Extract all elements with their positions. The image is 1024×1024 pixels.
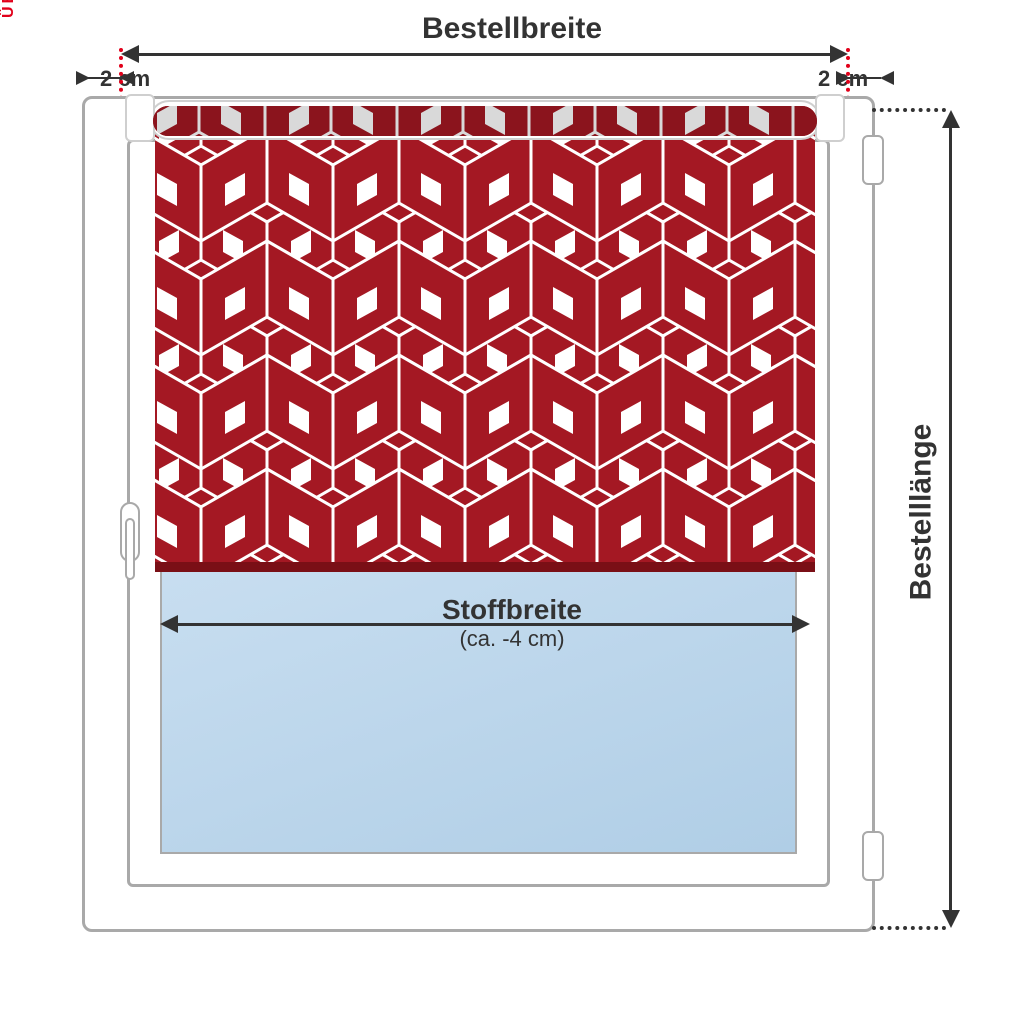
- blind-bottom-bar: [155, 562, 815, 572]
- blind-bracket-right: [815, 94, 845, 142]
- label-stoffbreite-sub: (ca. -4 cm): [442, 626, 582, 651]
- label-uberstand-right: ÜBERSTAND: [0, 0, 18, 18]
- window-hinge-bottom: [862, 831, 884, 881]
- window-hinge-top: [862, 135, 884, 185]
- label-stoffbreite: Stoffbreite (ca. -4 cm): [442, 594, 582, 651]
- arrow-stoffbreite-left: [160, 615, 178, 633]
- arrow-stoffbreite-right: [792, 615, 810, 633]
- diagram-canvas: Bestellbreite 2 cm 2 cm: [0, 0, 1024, 1024]
- window-handle-lever: [125, 518, 135, 580]
- dim-line-bestellbreite: [135, 53, 835, 56]
- window-handle: [116, 482, 144, 582]
- blind-fabric: [155, 120, 815, 572]
- arrow-bestellbreite-left: [121, 45, 139, 63]
- blind-roller-pattern: [153, 106, 817, 136]
- roller-blind: [155, 100, 815, 572]
- arrow-bestelllaenge-bottom: [942, 910, 960, 928]
- blind-bracket-left: [125, 94, 155, 142]
- label-gap-left: 2 cm: [100, 66, 150, 92]
- dim-line-bestelllaenge: [949, 124, 952, 914]
- dashed-length-bottom: [872, 926, 946, 930]
- label-gap-right: 2 cm: [818, 66, 868, 92]
- dashed-length-top: [872, 108, 946, 112]
- label-bestellbreite: Bestellbreite: [422, 12, 602, 46]
- arrow-gap-right-out: [880, 71, 894, 85]
- label-stoffbreite-title: Stoffbreite: [442, 594, 582, 625]
- label-bestelllaenge: Bestelllänge: [905, 424, 939, 601]
- arrow-bestelllaenge-top: [942, 110, 960, 128]
- arrow-gap-left-out: [76, 71, 90, 85]
